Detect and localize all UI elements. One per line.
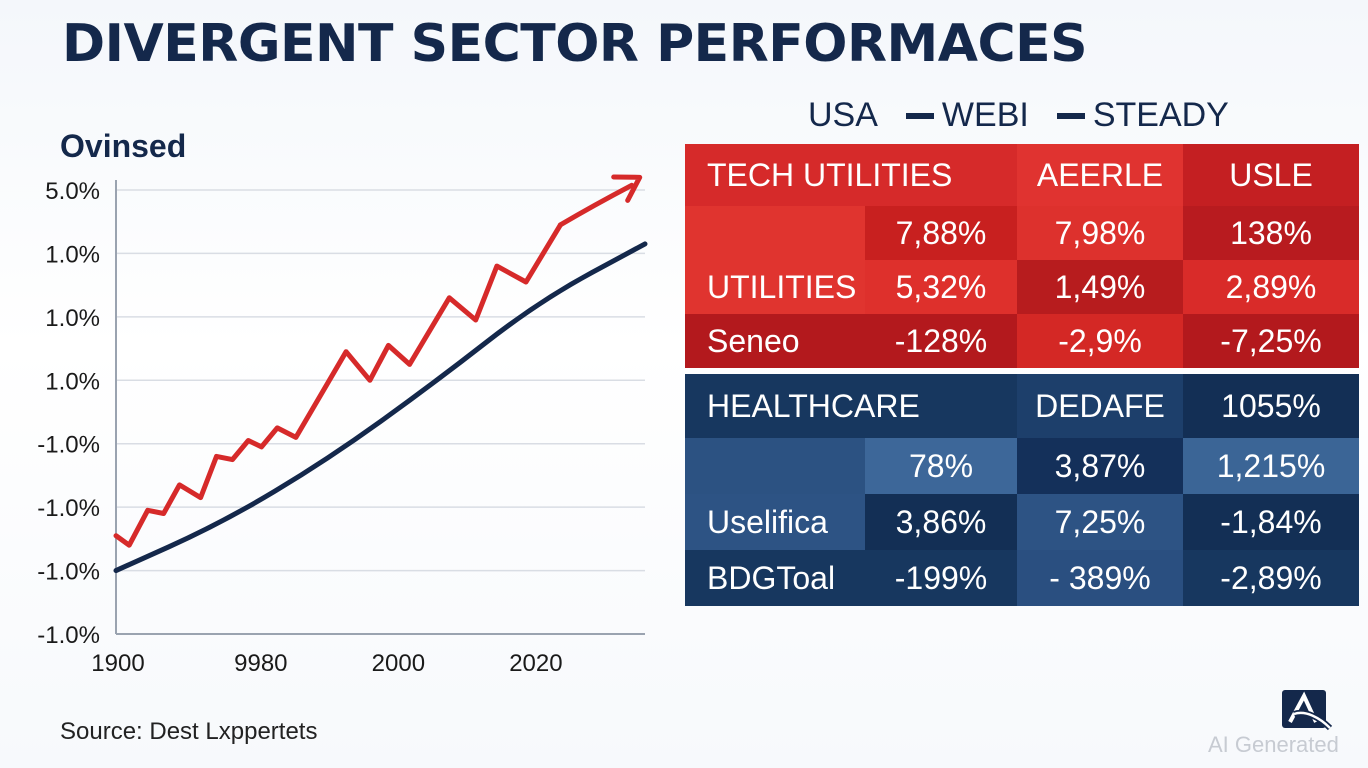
red-series-line <box>113 222 563 548</box>
legend-label: STEADY <box>1092 96 1229 134</box>
y-tick-label: -1.0% <box>37 432 100 459</box>
legend-swatch <box>905 112 934 119</box>
table-cell: -2,9% <box>1017 314 1183 368</box>
table-cell: UTILITIES <box>685 260 865 314</box>
x-tick-label: 2020 <box>509 650 562 677</box>
table-cell: 78% <box>865 438 1017 494</box>
legend-item-usa: USA <box>808 96 878 135</box>
page-title: DIVERGENT SECTOR PERFORMACES <box>62 14 1088 74</box>
legend-label: USA <box>808 96 878 134</box>
legend-item-webi: WEBI <box>905 96 1029 135</box>
legend-item-steady: STEADY <box>1056 96 1229 135</box>
table-cell: 5,32% <box>865 260 1017 314</box>
y-tick-label: 1.0% <box>45 368 100 395</box>
x-tick-label: 9980 <box>234 650 287 677</box>
table-cell: 3,86% <box>865 494 1017 550</box>
red-series-arrow-line <box>557 182 635 228</box>
table-cell: - 389% <box>1017 550 1183 606</box>
y-axis-title: Ovinsed <box>60 128 187 164</box>
table-cell: -199% <box>865 550 1017 606</box>
table-cell: 1,49% <box>1017 260 1183 314</box>
y-tick-label: 1.0% <box>45 241 100 268</box>
ai-generated-watermark: AI Generated <box>1208 732 1339 757</box>
table-cell: 7,25% <box>1017 494 1183 550</box>
table-header-cell: DEDAFE <box>1017 374 1183 438</box>
table-cell <box>685 438 865 494</box>
y-tick-label: -1.0% <box>37 622 100 649</box>
y-tick-label: 1.0% <box>45 305 100 332</box>
arrow-head-icon <box>611 174 643 203</box>
table-cell: 1,215% <box>1183 438 1359 494</box>
table-header-cell: HEALTHCARE <box>685 374 1017 438</box>
x-tick-label: 2000 <box>372 650 425 677</box>
brand-logo-icon <box>1282 690 1332 731</box>
table-cell: 7,88% <box>865 206 1017 260</box>
x-tick-label: 1900 <box>91 650 144 677</box>
legend-label: WEBI <box>941 96 1029 134</box>
table-cell: -1,84% <box>1183 494 1359 550</box>
navy-series-line <box>113 241 648 574</box>
chart-legend: USA WEBI STEADY <box>808 96 1229 135</box>
table-header-cell: 1055% <box>1183 374 1359 438</box>
table-cell: 3,87% <box>1017 438 1183 494</box>
source-note: Source: Dest Lxppertets <box>60 718 318 745</box>
table-cell: 138% <box>1183 206 1359 260</box>
table-cell: 7,98% <box>1017 206 1183 260</box>
table-cell: -2,89% <box>1183 550 1359 606</box>
y-tick-label: -1.0% <box>37 495 100 522</box>
legend-swatch <box>1056 112 1085 119</box>
table-header-cell: USLE <box>1183 144 1359 206</box>
table-cell: BDGToal <box>685 550 865 606</box>
table-cell <box>685 206 865 260</box>
table-cell: Seneo <box>685 314 865 368</box>
y-tick-label: -1.0% <box>37 559 100 586</box>
table-cell: -128% <box>865 314 1017 368</box>
y-tick-label: 5.0% <box>45 178 100 205</box>
blue-sector-table: HEALTHCARE DEDAFE 1055% 78% 3,87% 1,215%… <box>685 374 1359 606</box>
table-cell: Uselifica <box>685 494 865 550</box>
table-cell: -7,25% <box>1183 314 1359 368</box>
table-cell: 2,89% <box>1183 260 1359 314</box>
red-sector-table: TECH UTILITIES AEERLE USLE 7,88% 7,98% 1… <box>685 144 1359 368</box>
table-header-cell: TECH UTILITIES <box>685 144 1017 206</box>
table-header-cell: AEERLE <box>1017 144 1183 206</box>
